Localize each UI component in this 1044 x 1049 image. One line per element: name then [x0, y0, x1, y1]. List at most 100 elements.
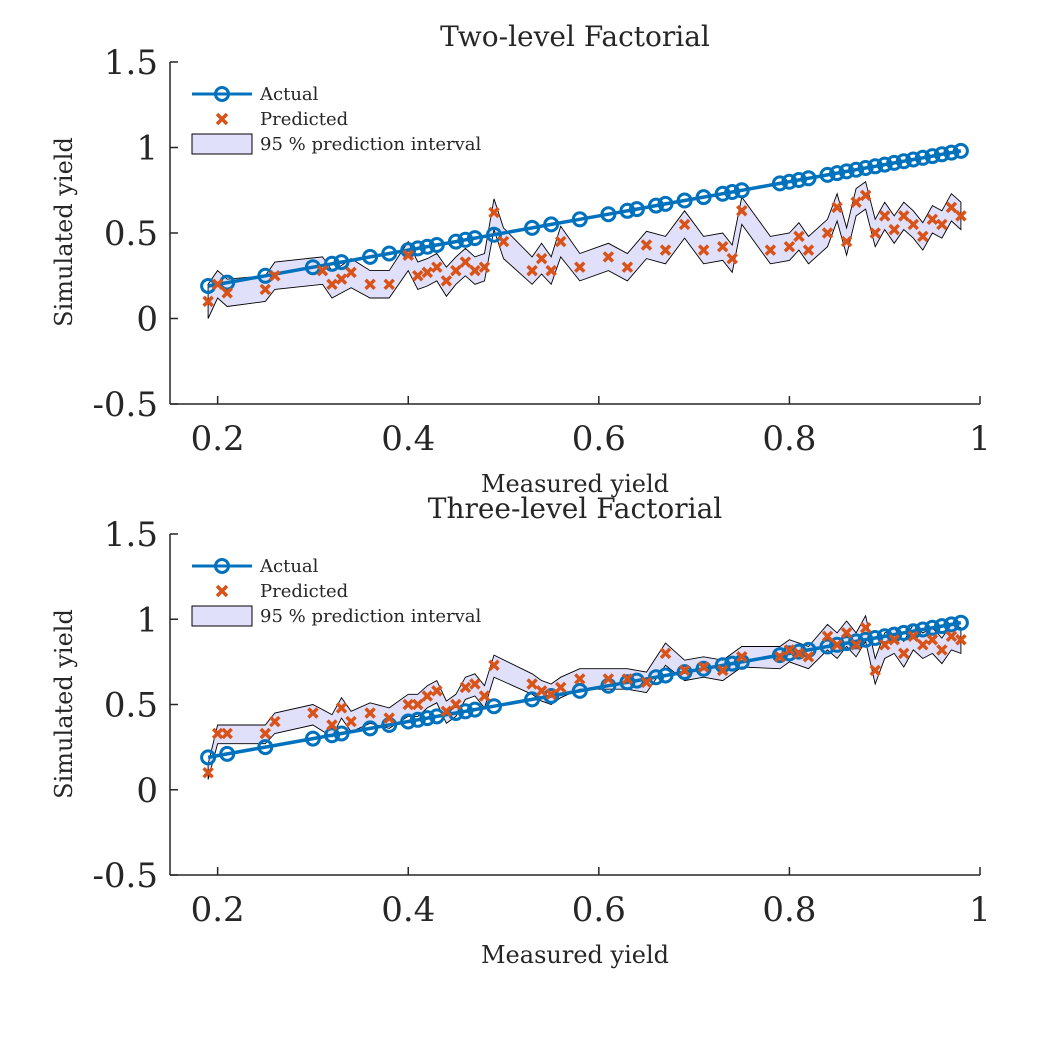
legend-label-predicted: Predicted	[260, 581, 348, 602]
legend-interval-swatch	[191, 605, 253, 627]
predicted-point	[326, 278, 338, 291]
actual-point	[219, 745, 236, 762]
actual-point	[466, 701, 483, 718]
actual-point	[400, 713, 417, 730]
legend-label-predicted: Predicted	[260, 109, 348, 130]
actual-point	[619, 202, 636, 219]
predicted-point	[736, 651, 748, 663]
predicted-point	[926, 633, 939, 646]
predicted-point	[736, 205, 748, 217]
plot-area	[200, 614, 969, 780]
predicted-point	[383, 712, 395, 724]
predicted-point	[431, 685, 443, 697]
actual-point	[676, 192, 693, 209]
predicted-point	[497, 235, 510, 248]
actual-point	[657, 667, 674, 684]
predicted-point	[898, 647, 910, 660]
predicted-point	[621, 673, 634, 685]
y-axis-label: Simulated yield	[50, 609, 78, 799]
predicted-point	[907, 630, 920, 643]
actual-point	[924, 619, 941, 636]
x-tick-label: 0.6	[572, 419, 626, 459]
predicted-point	[202, 295, 214, 308]
predicted-point	[640, 676, 653, 689]
predicted-point	[545, 688, 557, 701]
chart-title: Three-level Factorial	[428, 492, 723, 525]
predicted-point	[221, 287, 233, 299]
legend-actual-marker	[214, 558, 230, 574]
predicted-point	[621, 261, 634, 273]
predicted-point	[716, 240, 729, 253]
actual-point	[781, 173, 798, 190]
predicted-point	[450, 264, 462, 277]
predicted-point	[821, 227, 834, 239]
legend-label-interval: 95 % prediction interval	[260, 606, 481, 627]
plot-area	[200, 142, 969, 319]
chart-panel-two-level: Two-level Factorial Measured yield Simul…	[50, 20, 991, 498]
actual-point	[257, 267, 274, 284]
actual-point	[914, 149, 931, 166]
predicted-point	[335, 702, 348, 714]
predicted-point	[678, 218, 691, 231]
predicted-point	[211, 278, 224, 291]
actual-point	[648, 197, 664, 214]
actual-point	[867, 158, 884, 175]
actual-point	[619, 674, 636, 691]
actual-point	[848, 633, 865, 650]
actual-point	[457, 231, 474, 248]
axes: 0.2 0.4 0.6 0.8 1 -0.5 0 0.5 1 1.5	[92, 43, 990, 459]
predicted-point	[421, 266, 434, 279]
predicted-point	[888, 633, 900, 646]
actual-point	[524, 691, 541, 708]
y-tick-label: 0.5	[104, 214, 158, 254]
actual-point	[600, 206, 617, 223]
actual-point	[924, 148, 941, 165]
predicted-point	[878, 639, 891, 651]
predicted-point	[345, 266, 357, 279]
predicted-point	[545, 264, 557, 277]
actual-point	[657, 195, 674, 212]
actual-point	[381, 245, 398, 262]
predicted-point	[859, 189, 872, 202]
actual-point	[333, 725, 350, 742]
y-tick-label: -0.5	[92, 856, 158, 896]
predicted-point	[926, 213, 939, 226]
predicted-point	[526, 264, 538, 277]
predicted-point	[535, 685, 548, 697]
predicted-point	[469, 678, 481, 690]
predicted-point	[917, 230, 929, 243]
predicted-point	[888, 223, 900, 236]
actual-point	[819, 166, 836, 183]
predicted-point	[659, 647, 672, 660]
predicted-point	[697, 661, 710, 673]
y-tick-label: -0.5	[92, 385, 158, 425]
predicted-point	[535, 252, 548, 265]
legend-label-interval: 95 % prediction interval	[260, 134, 481, 155]
predicted-point	[478, 690, 491, 702]
actual-point	[428, 237, 445, 253]
actual-point	[829, 636, 846, 653]
predicted-point	[831, 201, 843, 214]
predicted-point	[269, 270, 281, 282]
x-tick-label: 0.2	[191, 419, 245, 459]
predicted-point	[526, 678, 538, 690]
predicted-point	[783, 240, 796, 253]
predicted-point	[459, 681, 472, 694]
predicted-point	[859, 622, 872, 634]
actual-point	[952, 614, 969, 631]
legend-label-actual: Actual	[259, 84, 319, 105]
predicted-point	[478, 261, 491, 273]
predicted-point	[412, 698, 424, 711]
predicted-point	[726, 252, 738, 265]
actual-point	[486, 226, 502, 243]
prediction-interval-band	[207, 614, 962, 780]
actual-point	[895, 153, 912, 170]
predicted-point	[421, 690, 434, 702]
actual-point	[695, 660, 712, 677]
actual-point	[733, 182, 750, 199]
predicted-point	[574, 261, 586, 273]
x-tick-label: 0.2	[191, 890, 245, 930]
chart-title: Two-level Factorial	[440, 20, 710, 53]
